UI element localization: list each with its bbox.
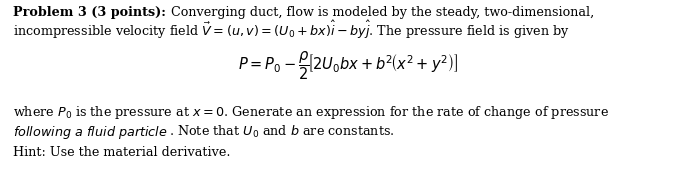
Text: $\mathbf{\mathit{following\ a\ fluid\ particle}}$: $\mathbf{\mathit{following\ a\ fluid\ pa…: [13, 124, 168, 141]
Text: Hint: Use the material derivative.: Hint: Use the material derivative.: [13, 146, 230, 159]
Text: incompressible velocity field $\vec{V} = (u, v) = (U_0 + bx)\hat{i} - by\hat{j}$: incompressible velocity field $\vec{V} =…: [13, 19, 570, 41]
Text: $P = P_0 - \dfrac{\rho}{2}\!\left[2U_0 bx + b^2\!\left(x^2 + y^2\right)\right]$: $P = P_0 - \dfrac{\rho}{2}\!\left[2U_0 b…: [237, 49, 459, 82]
Text: Converging duct, flow is modeled by the steady, two-dimensional,: Converging duct, flow is modeled by the …: [171, 6, 594, 19]
Text: Problem 3 (3 points):: Problem 3 (3 points):: [13, 6, 166, 19]
Text: where $P_0$ is the pressure at $x = 0$. Generate an expression for the rate of c: where $P_0$ is the pressure at $x = 0$. …: [13, 104, 609, 121]
Text: . Note that $U_0$ and $b$ are constants.: . Note that $U_0$ and $b$ are constants.: [169, 124, 395, 140]
